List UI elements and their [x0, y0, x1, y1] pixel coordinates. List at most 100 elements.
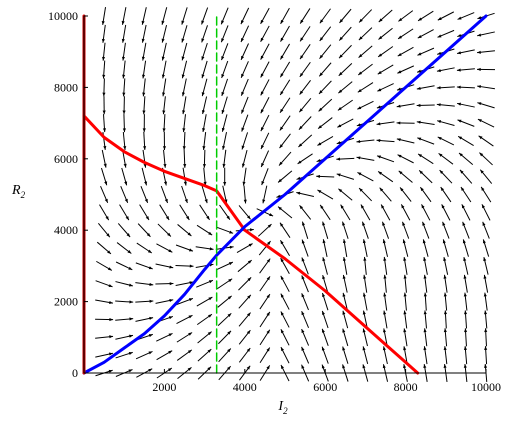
field-arrowhead — [266, 311, 270, 316]
field-arrowhead — [168, 316, 173, 320]
field-arrowhead — [208, 297, 213, 301]
field-arrowhead — [104, 181, 108, 186]
field-arrowhead — [108, 352, 113, 356]
field-arrowhead — [124, 198, 128, 203]
field-arrowhead — [181, 74, 185, 79]
field-arrowhead — [299, 55, 304, 60]
field-arrowhead — [363, 256, 367, 261]
field-arrowhead — [482, 239, 486, 244]
field-arrowhead — [278, 206, 282, 211]
field-arrowhead — [437, 34, 442, 38]
field-arrowhead — [241, 109, 245, 114]
field-arrowhead — [201, 56, 205, 61]
field-arrowhead — [443, 346, 447, 351]
field-arrowhead — [417, 69, 422, 73]
field-arrowhead — [301, 346, 305, 351]
field-arrowhead — [381, 204, 385, 209]
field-arrowhead — [376, 138, 381, 143]
field-arrowhead — [163, 163, 167, 168]
field-arrowhead — [161, 20, 165, 25]
x-axis-label: I2 — [277, 399, 288, 416]
field-arrowhead — [229, 245, 234, 249]
direction-field — [95, 7, 496, 383]
field-arrowhead — [221, 109, 225, 114]
field-arrowhead — [359, 188, 363, 192]
field-arrowhead — [206, 215, 210, 220]
field-arrowhead — [297, 160, 302, 164]
field-arrowhead — [102, 128, 107, 133]
field-arrowhead — [188, 332, 193, 336]
field-arrowhead — [320, 204, 324, 209]
field-arrowhead — [280, 91, 284, 96]
field-arrowhead — [128, 352, 133, 355]
field-arrowhead — [280, 108, 284, 113]
field-arrowhead — [443, 310, 448, 315]
field-arrowhead — [362, 346, 366, 351]
field-arrowhead — [242, 181, 246, 186]
field-arrowhead — [208, 231, 213, 236]
field-arrowhead — [122, 74, 126, 79]
field-arrowhead — [128, 369, 133, 373]
field-arrowhead — [418, 153, 423, 158]
field-arrowhead — [422, 239, 426, 244]
field-arrowhead — [280, 55, 284, 60]
field-arrowhead — [122, 128, 126, 133]
field-arrowhead — [246, 347, 251, 352]
field-arrowhead — [266, 329, 270, 334]
field-arrowhead — [400, 187, 404, 192]
field-arrowhead — [358, 53, 363, 58]
field-arrowhead — [260, 91, 264, 96]
field-arrowhead — [260, 109, 264, 114]
field-arrowhead — [342, 346, 346, 351]
field-arrowhead — [463, 346, 467, 350]
field-arrowhead — [442, 239, 446, 244]
field-arrowhead — [280, 19, 284, 24]
field-arrowhead — [243, 199, 247, 204]
field-arrowhead — [169, 299, 174, 303]
field-arrowhead — [109, 318, 114, 322]
field-arrowhead — [362, 310, 366, 315]
field-arrowhead — [321, 328, 325, 333]
field-arrowhead — [260, 145, 264, 150]
field-arrowhead — [241, 127, 245, 132]
field-arrowhead — [280, 364, 285, 369]
field-arrowhead — [439, 170, 444, 174]
field-arrowhead — [108, 284, 113, 288]
field-arrowhead — [457, 51, 462, 55]
field-arrowhead — [382, 328, 387, 333]
field-arrowhead — [181, 20, 185, 25]
field-arrowhead — [187, 349, 192, 354]
field-arrowhead — [266, 347, 270, 352]
field-arrowhead — [149, 282, 154, 286]
field-arrowhead — [318, 125, 322, 129]
field-arrowhead — [146, 233, 151, 237]
field-arrowhead — [477, 33, 482, 37]
field-arrowhead — [457, 102, 462, 106]
field-arrowhead — [443, 274, 447, 279]
field-arrowhead — [397, 87, 402, 91]
field-arrowhead — [417, 52, 422, 56]
field-arrowhead — [421, 204, 425, 209]
field-arrowhead — [201, 92, 205, 97]
field-arrowhead — [188, 248, 193, 252]
field-arrowhead — [477, 85, 481, 89]
field-arrowhead — [181, 38, 185, 43]
field-arrowhead — [338, 89, 343, 94]
field-arrowhead — [321, 346, 325, 351]
field-arrowhead — [144, 181, 148, 186]
field-arrowhead — [125, 216, 129, 221]
field-arrowhead — [227, 348, 231, 353]
field-arrowhead — [360, 204, 365, 209]
field-arrowhead — [124, 181, 128, 186]
field-arrowhead — [102, 74, 106, 79]
field-arrowhead — [183, 164, 187, 168]
field-arrowhead — [148, 266, 153, 270]
field-arrowhead — [103, 146, 107, 150]
field-arrowhead — [342, 310, 346, 315]
field-arrowhead — [201, 38, 205, 43]
field-arrowhead — [141, 74, 146, 79]
field-arrowhead — [280, 222, 284, 227]
field-arrowhead — [106, 233, 110, 238]
field-arrowhead — [301, 293, 305, 298]
y-tick-label: 4000 — [54, 223, 78, 237]
